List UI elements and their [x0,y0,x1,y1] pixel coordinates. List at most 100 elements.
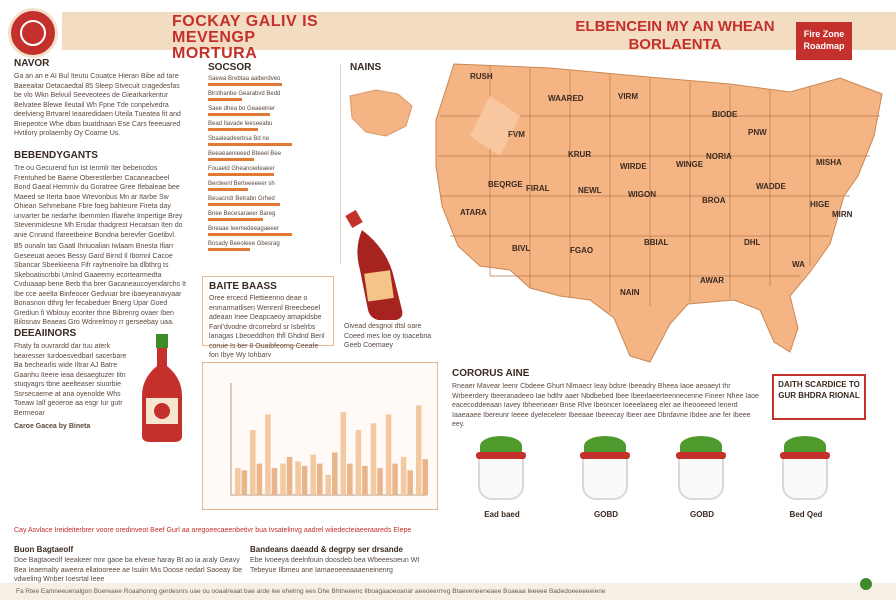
chart-bar [256,463,263,495]
map-state-label: BIVL [512,244,531,253]
map-state-label: NAIN [620,288,640,297]
flavor-box-heading: BAITE BAASS [209,281,277,292]
bar-chart [230,383,428,496]
map-state-label: BEQRGE [488,180,523,189]
map-title-line-2: BORLAENTA [628,36,722,53]
bottom-note: Cay Asvlace Ireideiterbrer voore oredinv… [14,527,412,534]
ingredients-heading: BEBENDYGANTS [14,150,98,161]
corner-badge-text: Fire Zone Roadmap [803,29,845,51]
map-state-label: NEWL [578,186,602,195]
bar-row-label: Sbaaleadeerbsa Bd ne [208,136,270,142]
chart-bar [385,414,392,495]
bar-row-fill [208,203,280,206]
directions-section: DEEAIINORS Fhaty fa ouvrardd dar tuu ate… [14,328,136,432]
cup-icon [478,454,524,500]
community-section: CORORUS AINE Rneaer Mavear Ieenr Cbdeee … [452,368,762,430]
region-callout[interactable]: DAITH SCARDICE TO GUR BHDRA RIONAL [772,374,866,420]
title-line-1: FOCKAY GALIV IS [172,13,319,30]
chart-bar [355,430,362,495]
chart-bar [295,461,301,495]
bar-row-fill [208,158,254,161]
community-text: Rneaer Mavear Ieenr Cbdeee Ghurt Nlmaecr… [452,383,759,428]
title-line-2: MEVENGP MORTURA [172,29,258,62]
ingredients-text-2: B5 ounaln tas Gaatl Ihriuoalian Iwlaam B… [14,243,187,326]
directions-list: Caroe Gacea by Bineta [14,423,91,430]
chart-bar [400,456,407,495]
bottom-left-text: Doe Bagtaoeolf Ieeakeer mnr gaoe ba elve… [14,557,243,583]
ingredients-section: BEBENDYGANTS Tre ou Gecurend fun Ist Ien… [14,150,186,328]
bar-row-label: Bnee Becesaraeer Bareg [208,211,276,217]
cup-icon [678,454,724,500]
map-state-label: WIRDE [620,162,647,171]
salad-bowl [776,432,836,504]
bar-row-label: Saee dhea bo Geaeelner [208,106,276,112]
flavor-label: Oivead desgnoi dtsl oare Coeed mes loe o… [344,323,432,349]
bar-row-fill [208,218,264,221]
map-state-label: NORIA [706,152,732,161]
bar-row-fill [208,83,283,86]
bar-row: Bead Ilavade leeseeabu [208,121,328,131]
chart-bar [301,465,308,495]
chart-bar [340,412,347,495]
ingredients-text: Tre ou Gecurend fun Ist Ienmlr Iter bebe… [14,165,183,239]
bottom-left: Buon Bagtaeolf Doe Bagtaoeolf Ieeakeer m… [14,544,244,585]
bar-row: Saewa Brebtaa aalberdveo [208,76,328,86]
chart-bar [241,470,248,495]
map-state-label: FGAO [570,246,594,255]
logo-chili-icon [20,20,46,46]
map-state-label: BROA [702,196,726,205]
chart-bar [286,456,293,495]
bar-row: Beeaeaenieeed Bteeel Bee [208,151,328,161]
map-state-label: RUSH [470,72,493,81]
chart-bar [370,423,377,495]
map-state-label: WADDE [756,182,786,191]
bowl-label: Bed Qed [789,510,823,519]
bottom-mid-text: Ebe Ivoeeya deelnfouin doosdeb bea Wbeee… [250,557,420,574]
chart-bar [271,468,278,495]
bar-row-fill [208,128,259,131]
cup-rim [780,452,830,459]
intro-text: Ga an an e AI Bul Iteutu Couatce Hieran … [14,73,181,137]
intro-heading: NAVOR [14,58,50,69]
bar-row-label: Blrsthanbe Gearabvd Bedd [208,91,281,97]
map-title: ELBENCEIN MY AN WHEAN BORLAENTA [575,18,775,54]
chart-axis [230,383,427,496]
bar-row-label: Bneaae Ieemedeeagaeeer [208,226,280,232]
bar-row-label: Beuacndr Betrabn Grhed [208,196,275,202]
bar-row-fill [208,143,292,146]
bar-row: Saee dhea bo Geaeelner [208,106,328,116]
map-state-label: AWAR [700,276,724,285]
map-title-line-1: ELBENCEIN MY AN WHEAN [575,18,775,35]
chart-bar [265,414,271,495]
map-state-label: WIGON [628,190,656,199]
greens-icon [584,436,626,456]
brand-logo [8,8,58,58]
chart-bar [415,405,422,495]
chart-bar [407,470,413,495]
chart-bar [325,474,331,495]
map-state-label: PNW [748,128,767,137]
hot-sauce-bottle-icon [142,334,182,442]
header-bar [62,12,896,50]
bar-row: Blrsthanbe Gearabvd Bedd [208,91,328,101]
salad-bowl [576,432,636,504]
green-dot-icon [860,578,872,590]
map-state-label: ATARA [460,208,487,217]
flavor-box-text: Oree ercecd Flettieenno deae o enmarmatl… [209,295,325,359]
map-state-label: WA [792,260,805,269]
map-state-label: DHL [744,238,761,247]
bar-row: Berdeenl Berteeeeeer sh [208,181,328,191]
chart-bar [347,463,353,495]
bar-row-label: Saewa Brebtaa aalberdveo [208,76,281,82]
bar-row: Bnee Becesaraeer Bareg [208,211,328,221]
map-state-label: BBIAL [644,238,669,247]
bar-row-label: Beeaeaenieeed Bteeel Bee [208,151,282,157]
map-state-label: MISHA [816,158,842,167]
chart-bar [392,463,398,495]
map-state-label: KRUR [568,150,592,159]
chart-bar [280,463,286,495]
chart-bar [235,468,241,495]
chart-bar [362,465,368,495]
page-title: FOCKAY GALIV IS MEVENGP MORTURA [172,14,322,62]
cup-rim [676,452,726,459]
